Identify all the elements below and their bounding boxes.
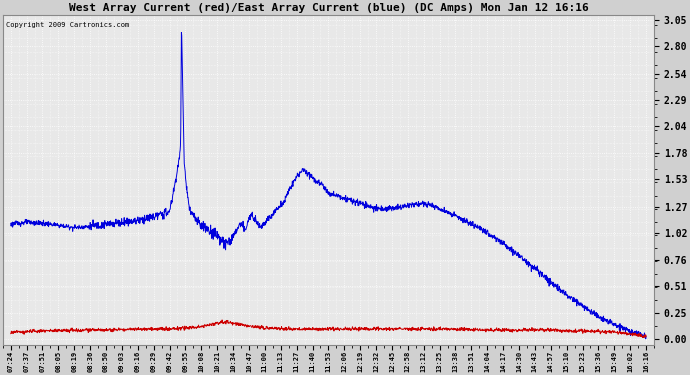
Title: West Array Current (red)/East Array Current (blue) (DC Amps) Mon Jan 12 16:16: West Array Current (red)/East Array Curr… bbox=[68, 3, 589, 13]
Text: Copyright 2009 Cartronics.com: Copyright 2009 Cartronics.com bbox=[6, 21, 129, 27]
